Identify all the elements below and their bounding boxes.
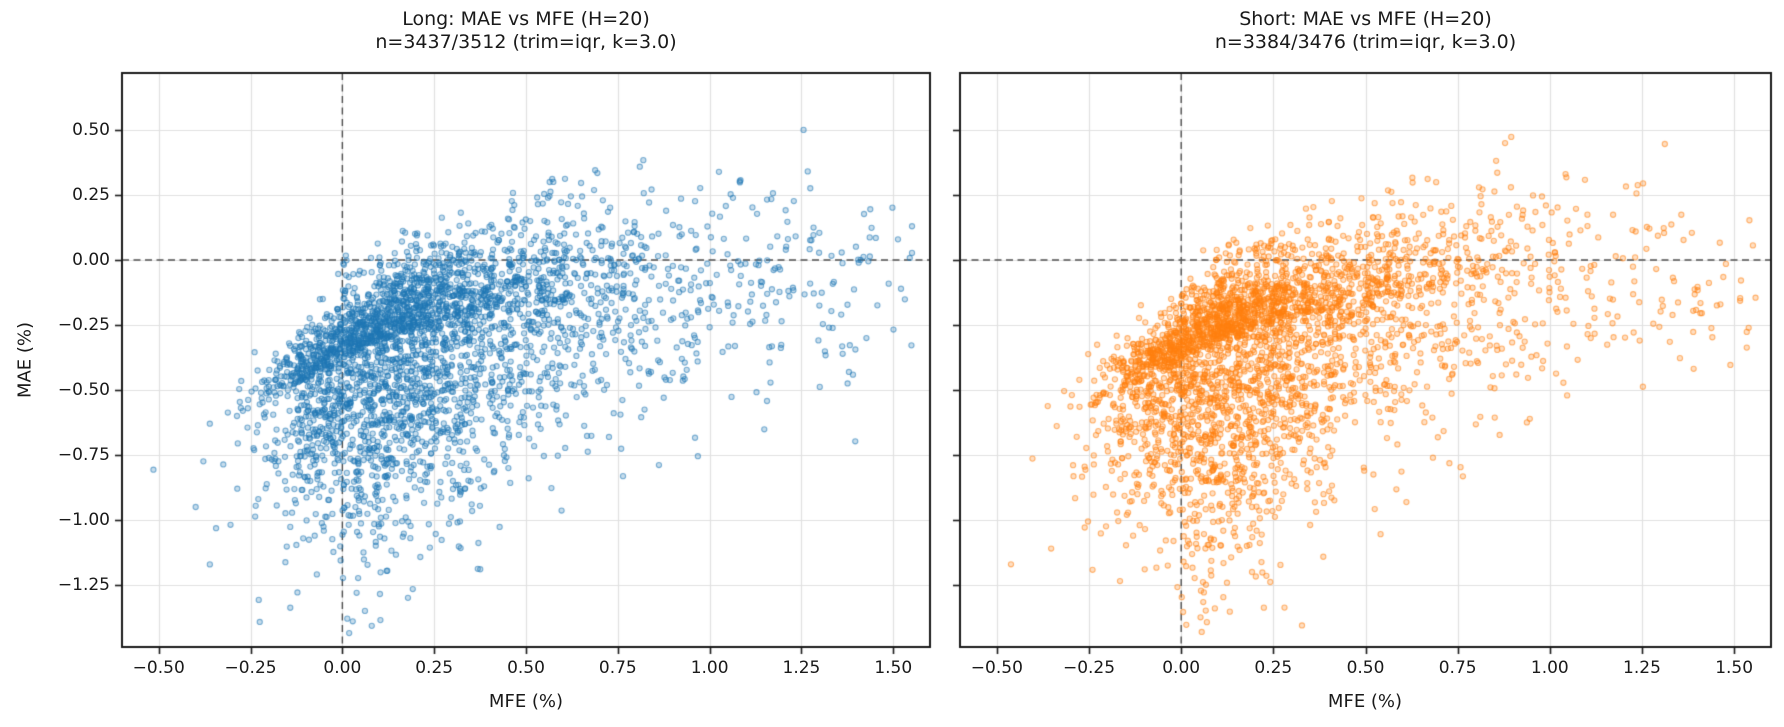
- x-tick-label: 0.25: [415, 658, 454, 678]
- x-tick-label: 0.25: [1254, 658, 1293, 678]
- chart-title-block-long: Long: MAE vs MFE (H=20) n=3437/3512 (tri…: [122, 8, 930, 54]
- x-axis-label-long: MFE (%): [488, 691, 564, 712]
- x-tick-label: −0.50: [132, 658, 185, 678]
- x-tick-label: 0.00: [323, 658, 362, 678]
- x-tick-label: 1.00: [1530, 658, 1569, 678]
- x-axis-label-short: MFE (%): [1327, 691, 1403, 712]
- y-tick-label: 0.00: [72, 250, 110, 270]
- chart-title-block-short: Short: MAE vs MFE (H=20) n=3384/3476 (tr…: [960, 8, 1771, 54]
- chart-subtitle-short: n=3384/3476 (trim=iqr, k=3.0): [1214, 31, 1517, 54]
- x-tick-label: −0.25: [1062, 658, 1116, 678]
- x-tick-label: 0.50: [507, 658, 545, 678]
- chart-title-long: Long: MAE vs MFE (H=20): [402, 8, 650, 30]
- x-tick-label: 1.50: [1715, 658, 1754, 678]
- x-tick-label: 0.75: [1438, 658, 1477, 678]
- y-tick-label: −0.25: [57, 314, 110, 335]
- y-tick-label: −1.25: [57, 574, 110, 595]
- x-tick-label: 1.50: [874, 658, 913, 678]
- x-tick-label: 1.25: [782, 658, 821, 678]
- y-tick-label: −1.00: [57, 509, 110, 530]
- chart-title-short: Short: MAE vs MFE (H=20): [1239, 8, 1492, 30]
- x-tick-label: 0.00: [1162, 658, 1201, 678]
- y-tick-label: 0.50: [72, 120, 110, 141]
- y-axis-label: MAE (%): [14, 321, 36, 399]
- x-tick-label: 0.50: [1346, 658, 1385, 678]
- y-tick-label: 0.25: [72, 185, 110, 206]
- x-tick-label: 1.00: [690, 658, 729, 678]
- x-tick-label: 1.25: [1623, 658, 1661, 678]
- y-tick-label: −0.50: [57, 379, 110, 400]
- y-tick-label: −0.75: [57, 444, 110, 465]
- x-tick-label: −0.50: [970, 658, 1023, 678]
- x-tick-label: −0.25: [224, 658, 277, 678]
- chart-subtitle-long: n=3437/3512 (trim=iqr, k=3.0): [375, 31, 677, 54]
- x-tick-label: 0.75: [598, 658, 637, 678]
